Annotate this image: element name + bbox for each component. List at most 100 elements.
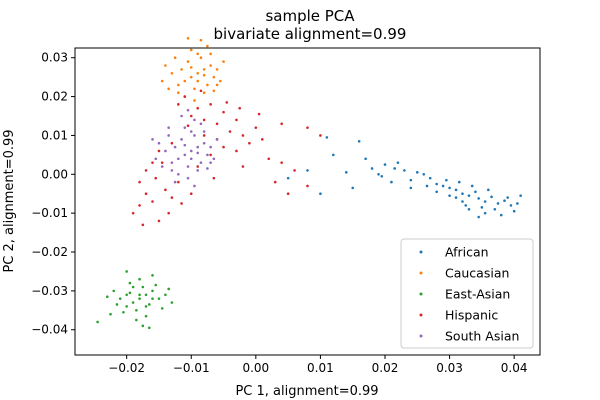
data-point-series-1 — [215, 68, 219, 71]
data-point-series-0 — [457, 180, 461, 184]
data-point-series-2 — [164, 293, 167, 297]
y-tick-label: −0.02 — [31, 245, 68, 259]
data-point-series-3 — [257, 112, 261, 116]
data-point-series-0 — [477, 197, 480, 200]
data-point-series-0 — [487, 188, 490, 192]
data-point-series-4 — [189, 130, 193, 133]
legend-marker-0 — [419, 250, 423, 254]
legend-marker-4 — [419, 334, 423, 338]
data-point-series-1 — [196, 71, 200, 75]
data-point-series-4 — [189, 149, 193, 153]
data-point-series-2 — [135, 309, 138, 312]
data-point-series-0 — [519, 194, 522, 197]
data-point-series-0 — [351, 186, 355, 190]
data-point-series-0 — [306, 169, 309, 172]
legend-label-1: Caucasian — [445, 266, 509, 281]
data-point-series-2 — [131, 285, 135, 289]
data-point-series-3 — [199, 89, 203, 93]
data-point-series-4 — [183, 153, 187, 157]
data-point-series-3 — [144, 192, 148, 196]
data-point-series-0 — [415, 171, 419, 174]
data-point-series-2 — [125, 305, 128, 308]
data-point-series-3 — [167, 211, 170, 215]
data-point-series-4 — [186, 176, 190, 180]
data-point-series-2 — [135, 318, 138, 322]
data-point-series-1 — [206, 44, 209, 48]
data-point-series-1 — [186, 60, 190, 63]
y-tick-label: −0.03 — [31, 284, 68, 298]
x-tick-label: 0.01 — [307, 361, 334, 375]
data-point-series-4 — [160, 165, 164, 168]
data-point-series-3 — [196, 165, 200, 168]
data-point-series-2 — [115, 303, 119, 306]
data-point-series-3 — [225, 101, 229, 104]
data-point-series-0 — [490, 195, 493, 199]
data-point-series-0 — [464, 204, 468, 207]
data-point-series-0 — [496, 202, 500, 205]
data-point-series-4 — [151, 138, 154, 141]
data-point-series-4 — [196, 145, 200, 149]
data-point-series-0 — [467, 207, 471, 211]
data-point-series-4 — [180, 114, 183, 118]
data-point-series-0 — [441, 184, 445, 188]
data-point-series-1 — [173, 56, 177, 60]
data-point-series-0 — [493, 207, 497, 211]
data-point-series-3 — [151, 161, 154, 164]
data-point-series-1 — [196, 52, 200, 56]
points-layer — [96, 36, 522, 330]
data-point-series-3 — [286, 192, 290, 196]
data-point-series-3 — [280, 161, 283, 164]
data-point-series-3 — [177, 103, 180, 106]
data-point-series-3 — [228, 130, 232, 133]
data-point-series-1 — [160, 79, 164, 83]
data-point-series-3 — [215, 122, 219, 126]
data-point-series-1 — [196, 79, 200, 83]
data-point-series-0 — [403, 169, 406, 172]
data-point-series-0 — [344, 171, 348, 174]
y-tick-label: 0.01 — [41, 128, 68, 142]
data-point-series-1 — [202, 73, 206, 77]
x-axis-label: PC 1, alignment=0.99 — [235, 384, 378, 399]
data-point-series-3 — [186, 124, 190, 128]
data-point-series-2 — [138, 277, 141, 281]
data-point-series-0 — [480, 206, 484, 209]
data-point-series-0 — [393, 167, 396, 170]
data-point-series-1 — [206, 83, 209, 87]
data-point-series-4 — [164, 149, 167, 153]
data-point-series-2 — [151, 297, 154, 300]
data-point-series-0 — [461, 200, 464, 203]
y-tick-label: −0.04 — [31, 323, 68, 337]
data-point-series-0 — [422, 173, 426, 176]
x-tick-label: 0.03 — [436, 361, 463, 375]
data-point-series-3 — [157, 219, 161, 223]
data-point-series-1 — [180, 68, 183, 71]
data-point-series-4 — [196, 151, 200, 155]
data-point-series-0 — [467, 194, 471, 197]
x-tick-label: −0.01 — [173, 361, 210, 375]
data-point-series-2 — [125, 270, 128, 273]
data-point-series-2 — [96, 320, 99, 324]
data-point-series-2 — [125, 293, 128, 297]
data-point-series-3 — [319, 134, 322, 137]
data-point-series-1 — [199, 56, 203, 60]
data-point-series-4 — [154, 157, 158, 161]
data-point-series-4 — [202, 130, 206, 133]
data-point-series-3 — [131, 211, 135, 215]
data-point-series-0 — [357, 139, 361, 143]
legend-label-4: South Asian — [445, 329, 519, 344]
data-point-series-0 — [516, 202, 519, 205]
data-point-series-0 — [483, 211, 487, 215]
data-point-series-2 — [144, 314, 148, 318]
data-point-series-0 — [483, 200, 487, 203]
data-point-series-1 — [222, 60, 225, 63]
data-point-series-3 — [260, 138, 264, 141]
y-tick-label: 0.00 — [41, 167, 68, 181]
data-point-series-0 — [474, 190, 477, 194]
data-point-series-0 — [332, 153, 335, 157]
data-point-series-4 — [186, 108, 190, 112]
data-point-series-2 — [118, 297, 122, 300]
data-point-series-1 — [212, 75, 216, 79]
data-point-series-4 — [167, 134, 170, 137]
data-point-series-3 — [273, 180, 277, 184]
